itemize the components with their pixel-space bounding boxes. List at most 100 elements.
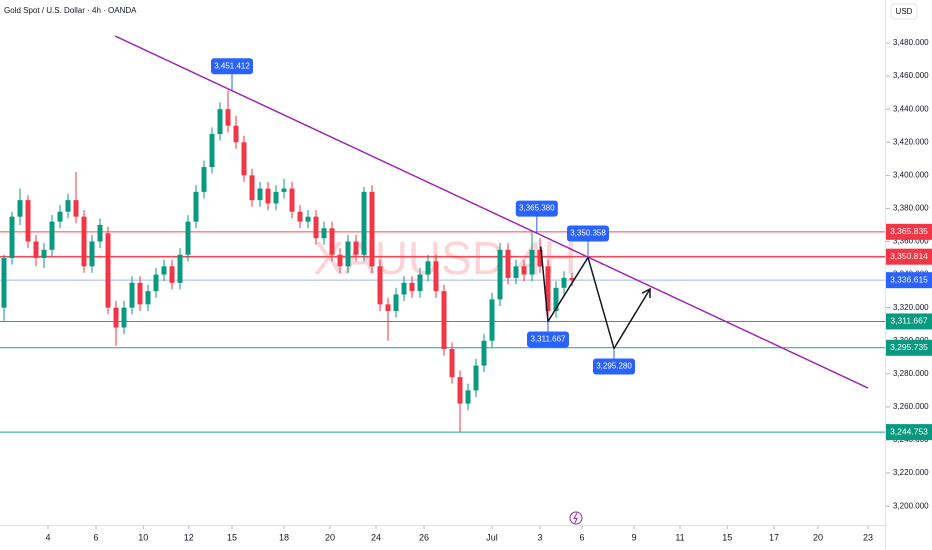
candle-body [9,216,15,259]
candle-body [313,216,319,239]
candle-body [73,200,79,217]
x-tick-label: 10 [138,532,148,542]
candle-body [465,390,471,404]
candle-body [65,200,71,212]
candle-body [233,125,239,143]
y-tick-label: 3,400.000 [893,170,929,179]
candle-body [569,277,575,281]
candle-body [529,249,535,275]
candle-body [145,291,151,305]
candle-body [33,241,39,259]
y-tick-label: 3,200.000 [893,501,929,510]
y-tick-label: 3,260.000 [893,402,929,411]
candle-body [1,258,7,308]
level-label: 3,244.753 [890,426,928,436]
annotation-box [211,58,253,75]
candle-body [113,307,119,328]
x-tick-label: 23 [863,532,873,542]
annotation-box [527,331,569,348]
trendline [114,35,869,389]
candle-body [273,191,279,204]
candle-body [553,287,559,311]
level-label-box [886,339,932,356]
y-tick-label: 3,320.000 [893,303,929,312]
currency-box[interactable] [890,3,918,20]
candle-body [321,228,327,239]
candle-body [441,291,447,350]
level-label: 3,365.835 [890,226,928,236]
x-tick-label: 6 [579,532,584,542]
candle-body [409,282,415,292]
level-label-box [886,223,932,240]
y-tick-label: 3,380.000 [893,204,929,213]
candle-body [41,249,47,259]
level-label-box [886,424,932,441]
candle-body [185,221,191,255]
x-tick-label: 4 [45,532,50,542]
candle-body [345,241,351,267]
x-tick-label: 3 [537,532,542,542]
x-tick-label: 26 [419,532,429,542]
candle-body [537,249,543,267]
level-label: 3,295.735 [890,342,928,352]
candle-body [161,266,167,275]
candle-body [385,304,391,311]
chart-title: Gold Spot / U.S. Dollar · 4h · OANDA [4,6,137,15]
x-tick-label: 9 [631,532,636,542]
candle-body [337,254,343,267]
y-tick-label: 3,460.000 [893,71,929,80]
candle-body [353,241,359,255]
x-tick-label: 17 [769,532,779,542]
x-tick-label: 12 [184,532,194,542]
candle-body [521,266,527,275]
y-tick-label: 3,440.000 [893,104,929,113]
candle-body [57,211,63,222]
candle-body [401,282,407,295]
candle-body [489,299,495,341]
candle-body [209,133,215,168]
level-label: 3,336.615 [890,274,928,284]
x-tick-label: 20 [813,532,823,542]
y-tick-label: 3,280.000 [893,369,929,378]
candle-body [433,261,439,292]
candle-body [201,167,207,192]
candle-body [329,228,335,255]
candle-body [505,249,511,278]
candle-body [457,377,463,404]
watermark: XAUUSD 4H [313,232,576,284]
candle-body [129,282,135,308]
projection-arrowhead [641,287,651,298]
candle-body [473,365,479,391]
candle-body [257,188,263,201]
candle-body [153,274,159,292]
annotation-label: 3,350.358 [570,229,606,238]
y-tick-label: 3,220.000 [893,468,929,477]
candle-body [417,274,423,292]
candle-body [481,340,487,366]
annotation-label: 3,451.412 [214,61,250,70]
candle-body [241,142,247,176]
candle-body [545,266,551,311]
candle-body [377,266,383,305]
candle-body [497,249,503,300]
currency: USD [896,7,913,16]
candle-body [105,233,111,308]
candle-body [169,266,175,283]
candle-body [449,349,455,378]
annotation-label: 3,311.667 [531,335,567,344]
x-tick-label: 20 [325,532,335,542]
candle-body [393,294,399,311]
y-tick-label: 3,420.000 [893,137,929,146]
annotation-box [567,225,609,242]
x-tick-label: 6 [93,532,98,542]
candle-body [561,277,567,288]
x-tick-label: 15 [722,532,732,542]
level-label-box [886,248,932,265]
candle-body [81,216,87,267]
candle-body [297,211,303,222]
candle-body [193,191,199,222]
candle-body [361,191,367,255]
y-tick-label: 3,360.000 [893,237,929,246]
